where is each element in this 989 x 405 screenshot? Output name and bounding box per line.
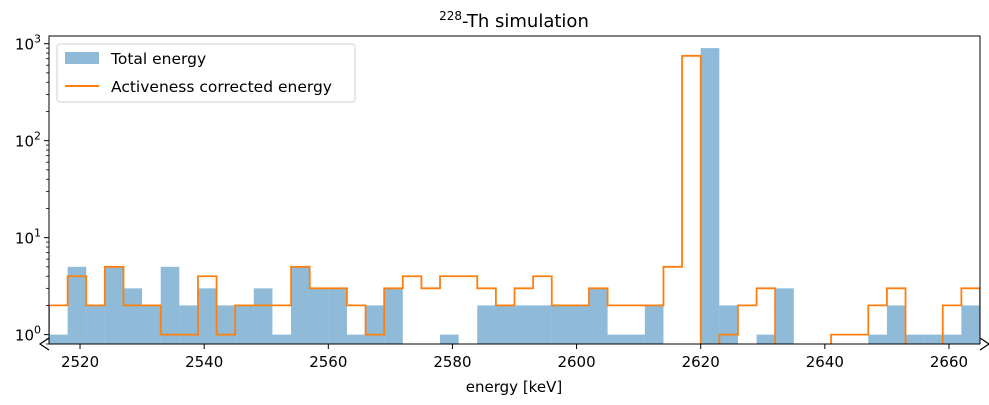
histogram-bar [179,305,198,344]
histogram-bar [309,288,329,344]
histogram-bar [142,305,161,344]
histogram-bar [49,334,68,344]
x-tick-label: 2520 [61,353,99,371]
histogram-bar [440,334,459,344]
histogram-bar [291,266,310,344]
histogram-bar [235,305,254,344]
histogram-bar [67,266,87,344]
histogram-bar [365,305,385,344]
histogram-bar [942,334,962,344]
histogram-bar [197,288,217,344]
y-tick-label: 103 [15,33,41,54]
histogram-bar [551,305,571,344]
x-tick-label: 2560 [309,353,347,371]
x-tick-label: 2600 [557,353,595,371]
histogram-bar [756,334,776,344]
histogram-bar [588,288,608,344]
histogram-bar [477,305,496,344]
histogram-bar [514,305,534,344]
histogram-bar [216,305,236,344]
histogram-bar [644,305,664,344]
histogram-bar [886,305,906,344]
x-axis-label: energy [keV] [466,378,562,396]
histogram-bar [570,305,589,344]
y-tick-label: 101 [15,227,41,248]
histogram-bar [719,305,738,344]
histogram-bar [86,305,105,344]
legend-label-corrected-energy: Activeness corrected energy [111,78,332,96]
histogram-bar [700,48,720,344]
histogram-bar [961,305,980,344]
x-tick-label: 2660 [930,353,968,371]
corrected-energy-step-line [49,54,980,344]
histogram-bar [905,334,925,344]
x-axis: 2520 2540 2560 2580 2600 2620 2640 2660 [61,344,968,371]
x-tick-label: 2620 [682,353,720,371]
x-tick-label: 2540 [185,353,223,371]
y-tick-label: 102 [15,130,41,151]
histogram-bar [160,266,180,344]
histogram-bar [253,288,273,344]
histogram-bar [607,334,627,344]
histogram-bar [328,288,347,344]
histogram-bar [924,334,943,344]
y-tick-label: 100 [15,324,41,345]
histogram-bar [123,288,143,344]
x-axis-right-arrow [979,337,989,351]
y-axis: 100 101 102 103 [15,33,49,345]
x-axis-left-arrow [38,337,50,351]
chart-title: 228-Th simulation [439,9,589,32]
histogram-bar [384,288,403,344]
histogram-bar [626,334,645,344]
histogram-bar [868,334,887,344]
histogram-bar [104,266,124,344]
legend-swatch-total-energy [65,52,99,64]
plot-frame [48,35,981,345]
plot-area [49,48,980,344]
histogram-bar [346,334,366,344]
histogram-bar [533,305,552,344]
legend: Total energy Activeness corrected energy [56,43,356,103]
x-tick-label: 2640 [806,353,844,371]
title-rest: -Th simulation [462,11,589,32]
histogram-bar [495,305,515,344]
legend-label-total-energy: Total energy [110,50,206,68]
x-tick-label: 2580 [433,353,471,371]
histogram-bar [775,288,794,344]
legend-box [56,43,356,103]
histogram-bar [272,334,292,344]
title-isotope-mass: 228 [439,9,462,23]
